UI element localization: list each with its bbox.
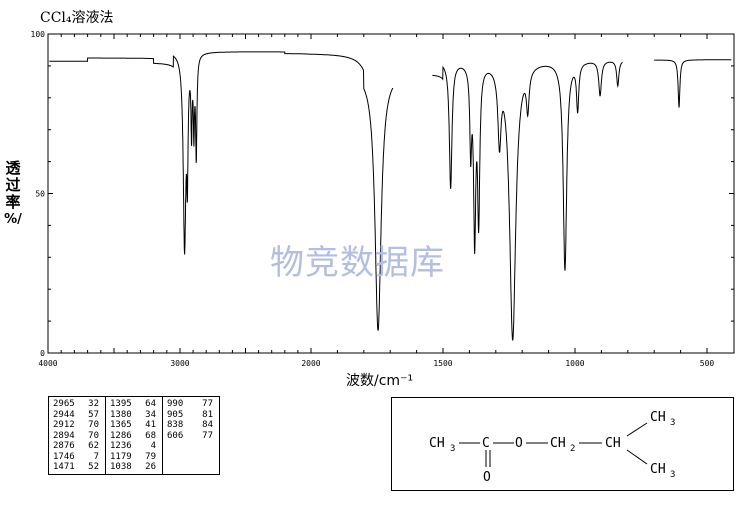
transmittance-cell: 62	[88, 441, 99, 451]
peak-table-row: 1471 52	[53, 462, 99, 473]
ch2-sub: 2	[570, 444, 575, 454]
wavenumber-cell: 905	[167, 409, 184, 420]
peak-table-column: 2965 32 2944 57 2912 70 2894 70 2876 62 1746 7 1471 5…	[49, 397, 106, 474]
x-tick-label: 3000	[170, 359, 189, 368]
ch3-bottom-label: CH	[650, 462, 666, 477]
transmittance-cell: 32	[88, 399, 99, 409]
peak-table-row: 606 77	[167, 431, 213, 442]
transmittance-cell: 52	[88, 462, 99, 472]
x-tick-label: 2000	[301, 359, 320, 368]
peak-table-row: 1746 7	[53, 452, 99, 463]
y-tick-labels: 0 50 100	[31, 30, 46, 358]
peak-table-row: 990 77	[167, 399, 213, 410]
plot-frame	[47, 33, 735, 354]
peak-table-row: 1179 79	[110, 452, 156, 463]
wavenumber-cell: 1236	[110, 441, 132, 451]
wavenumber-cell: 838	[167, 420, 184, 430]
peak-table-row: 1395 64	[110, 399, 156, 410]
chemical-structure: CH 3 C O CH 2 CH CH 3 CH 3 O	[391, 397, 734, 491]
transmittance-cell: 70	[88, 420, 99, 430]
transmittance-cell: 64	[145, 399, 156, 409]
wavenumber-cell: 2876	[53, 441, 75, 451]
wavenumber-cell: 1038	[110, 462, 132, 472]
ir-spectrum-chart: 4000 3000 2000 1500 1000 500 0 50 100	[31, 30, 735, 368]
peak-table-row: 1380 34	[110, 410, 156, 421]
y-axis-label: 透过率 %/	[4, 159, 22, 228]
transmittance-cell: 68	[145, 430, 156, 441]
carbonyl-oxygen: O	[483, 470, 491, 485]
peak-table-column: 1395 64 1380 34 1365 41 1286 68 1236 4 1179 79 1038 2…	[106, 397, 163, 474]
ch2-label: CH	[550, 436, 566, 451]
wavenumber-cell: 606	[167, 430, 184, 441]
transmittance-cell: 77	[202, 399, 213, 409]
peak-table-row: 838 84	[167, 420, 213, 431]
transmittance-cell: 77	[202, 430, 213, 441]
chart-title: CCl₄溶液法	[40, 10, 114, 26]
peak-table-row: 1236 4	[110, 441, 156, 452]
transmittance-cell: 84	[202, 420, 213, 430]
y-tick-label: 50	[35, 190, 45, 199]
peak-table-row: 2912 70	[53, 420, 99, 431]
bond-5	[626, 422, 648, 437]
y-tick-label: 0	[40, 349, 45, 358]
transmittance-cell: 41	[145, 420, 156, 430]
spectrum-line	[49, 51, 732, 341]
wavenumber-cell: 1380	[110, 409, 132, 420]
wavenumber-cell: 1365	[110, 420, 132, 430]
peak-table-row: 2876 62	[53, 441, 99, 452]
isobutyl-acetate-structure: CH 3 C O CH 2 CH CH 3 CH 3 O	[429, 410, 675, 485]
peak-table-row: 2894 70	[53, 431, 99, 442]
wavenumber-cell: 1395	[110, 399, 132, 409]
transmittance-cell: 34	[145, 409, 156, 420]
peak-table-row: 1365 41	[110, 420, 156, 431]
transmittance-cell: 26	[145, 462, 156, 472]
x-tick-label: 1500	[433, 359, 452, 368]
axis-ticks	[47, 33, 735, 354]
wavenumber-cell: 2965	[53, 399, 75, 409]
transmittance-cell: 57	[88, 409, 99, 420]
wavenumber-cell: 1471	[53, 462, 75, 472]
peak-table-row: 1286 68	[110, 431, 156, 442]
peak-table-row: 2965 32	[53, 399, 99, 410]
wavenumber-cell: 990	[167, 399, 184, 409]
wavenumber-cell: 1286	[110, 430, 132, 441]
peak-table-row: 905 81	[167, 410, 213, 421]
x-tick-label: 1000	[565, 359, 584, 368]
ch3-bottom-sub: 3	[670, 470, 675, 480]
ch3-top-sub: 3	[670, 418, 675, 428]
transmittance-cell: 4	[150, 441, 156, 451]
ch3-left-sub: 3	[450, 444, 455, 454]
transmittance-cell: 70	[88, 430, 99, 441]
peak-table: 2965 32 2944 57 2912 70 2894 70 2876 62 1746 7 1471 5…	[48, 396, 220, 475]
wavenumber-cell: 2944	[53, 409, 75, 420]
x-tick-label: 4000	[38, 359, 57, 368]
bond-6	[626, 449, 648, 465]
y-tick-label: 100	[31, 30, 46, 39]
peak-table-row: 1038 26	[110, 462, 156, 473]
transmittance-cell: 7	[93, 451, 99, 462]
transmittance-cell: 79	[145, 451, 156, 462]
ch3-top-label: CH	[650, 410, 666, 425]
peak-table-row: 2944 57	[53, 410, 99, 421]
wavenumber-cell: 2894	[53, 430, 75, 441]
ester-oxygen: O	[515, 436, 523, 451]
x-axis-label: 波数/cm⁻¹	[346, 373, 414, 389]
peak-table-column: 990 77 905 81 838 84 606 77	[163, 397, 219, 474]
watermark: 物竞数据库	[270, 243, 445, 283]
transmittance-cell: 81	[202, 409, 213, 420]
wavenumber-cell: 1179	[110, 451, 132, 462]
x-tick-label: 500	[700, 359, 715, 368]
ch-label: CH	[605, 436, 621, 451]
carbonyl-carbon: C	[482, 436, 490, 451]
wavenumber-cell: 1746	[53, 451, 75, 462]
wavenumber-cell: 2912	[53, 420, 75, 430]
x-tick-labels: 4000 3000 2000 1500 1000 500	[38, 359, 714, 368]
ch3-left-label: CH	[429, 436, 445, 451]
